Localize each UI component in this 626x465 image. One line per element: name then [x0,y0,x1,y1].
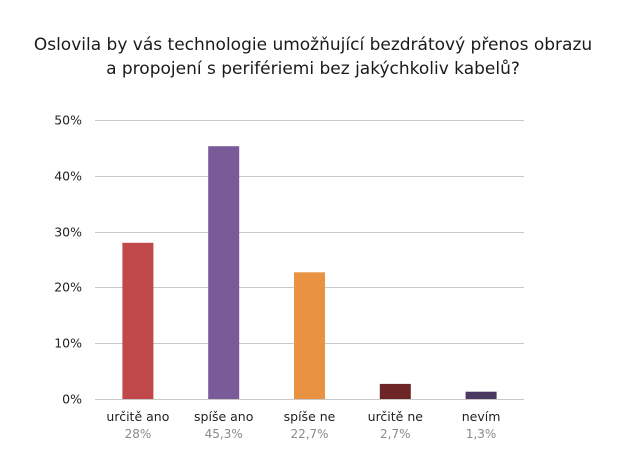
y-tick-label: 20% [54,280,82,295]
data-value-label: 45,3% [205,427,243,441]
y-tick-label: 50% [54,113,82,128]
bar-1 [208,146,240,399]
x-category-label: určitě ne [368,409,424,424]
bar-2 [294,272,325,399]
y-tick-label: 10% [54,336,82,351]
y-tick-label: 40% [54,169,82,184]
chart-title-line-1: Oslovila by vás technologie umožňující b… [33,35,593,55]
y-tick-label: 0% [62,392,82,407]
x-category-label: spíše ne [284,409,336,424]
chart-title: Oslovila by vás technologie umožňující b… [0,33,626,81]
bar-4 [465,391,497,399]
data-value-label: 22,7% [290,427,328,441]
bar-0 [122,242,154,399]
data-value-label: 1,3% [466,427,497,441]
x-category-label: určitě ano [106,409,169,424]
data-value-label: 2,7% [380,427,411,441]
x-category-label: nevím [462,409,501,424]
y-tick-label: 30% [54,225,82,240]
x-category-label: spíše ano [194,409,253,424]
data-value-label: 28% [125,427,152,441]
bar-3 [379,383,411,399]
chart-title-line-2: a propojení s perifériemi bez jakýchkoli… [106,59,520,79]
